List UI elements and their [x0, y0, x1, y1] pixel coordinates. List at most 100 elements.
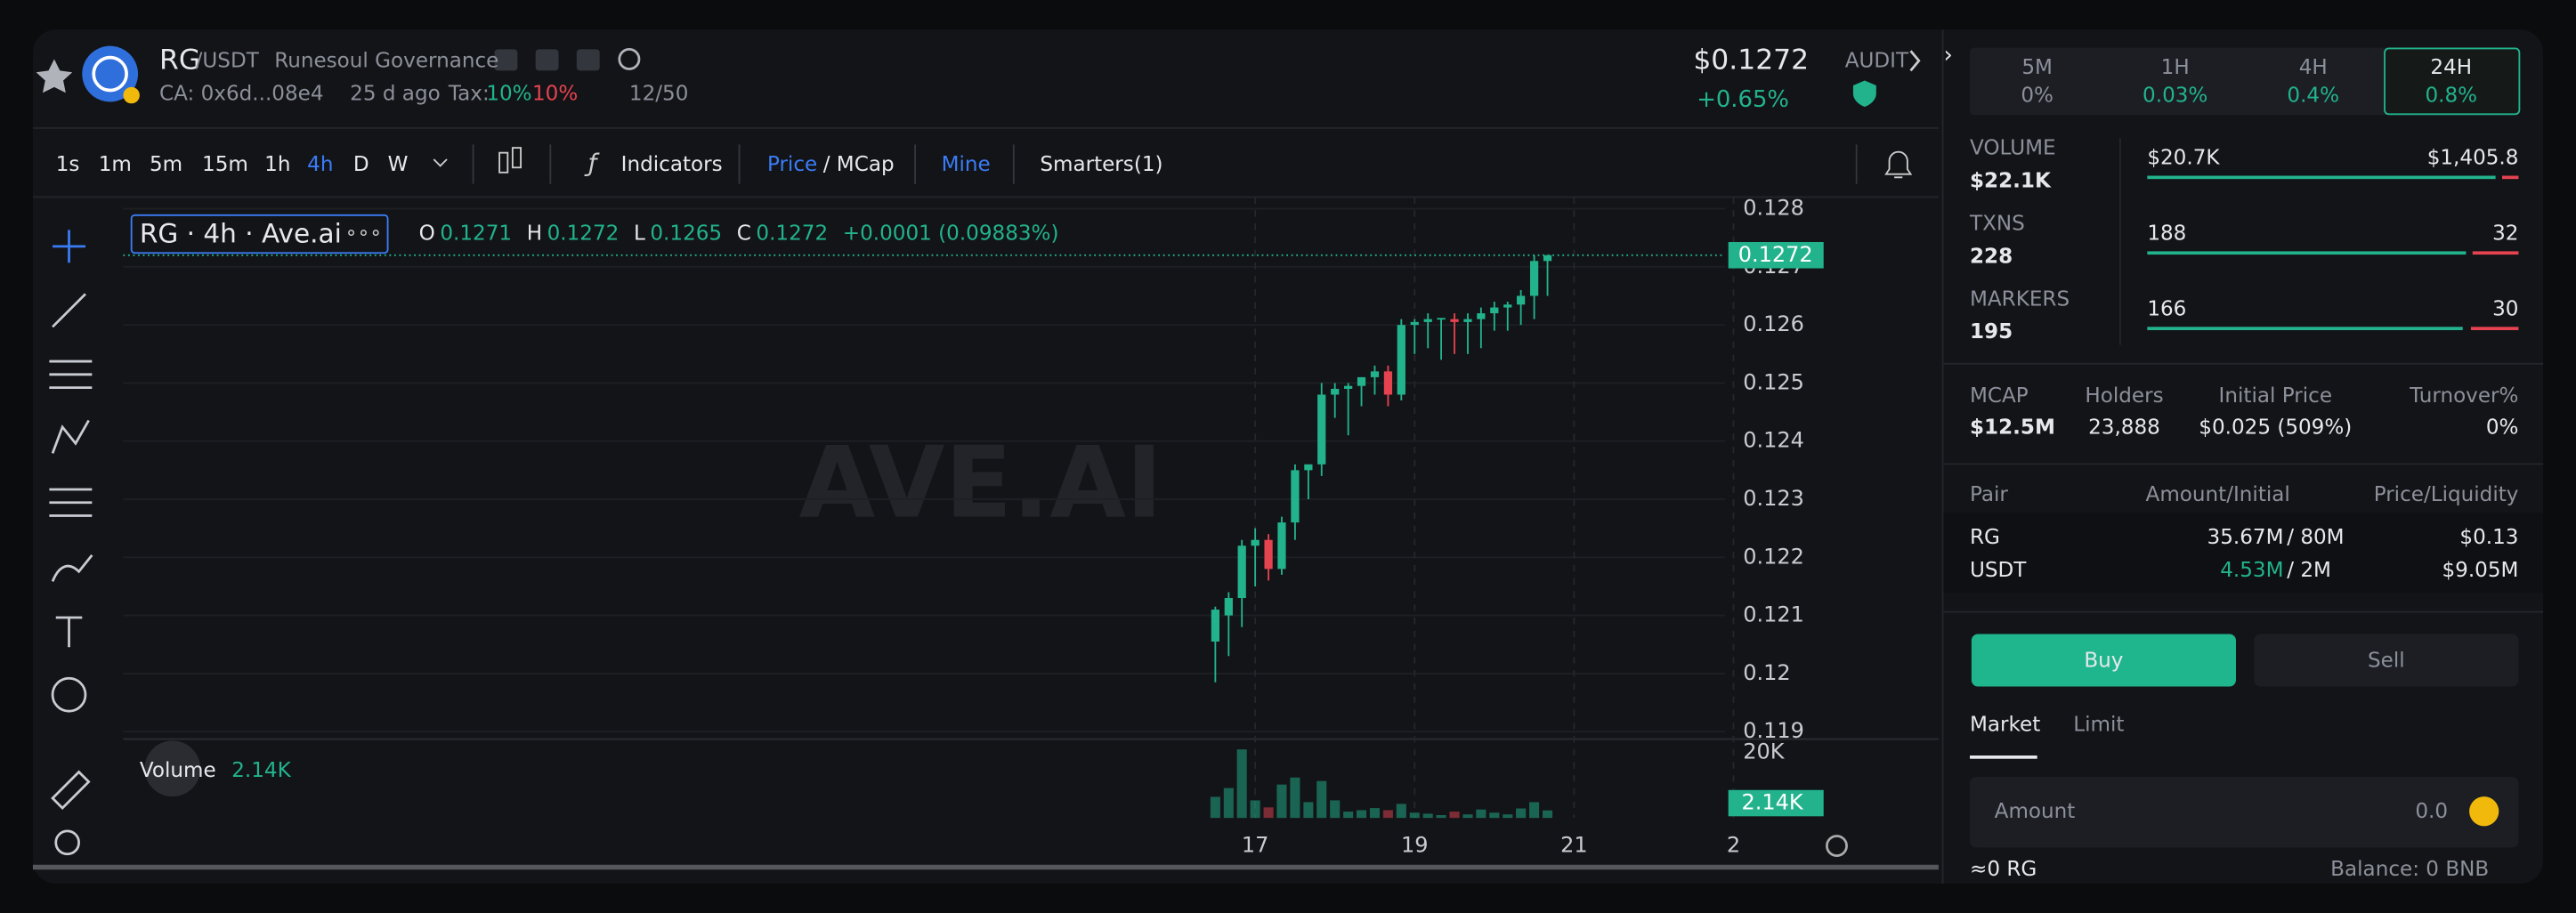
interval[interactable]: W: [387, 150, 409, 176]
ohlc-letter: L: [633, 220, 645, 246]
y-tick-label: 0.123: [1743, 486, 1804, 511]
zoom-tool[interactable]: [54, 829, 80, 856]
fib-tool[interactable]: [49, 488, 93, 517]
settings-icon[interactable]: [1826, 835, 1848, 857]
candle-body: [1463, 319, 1472, 322]
candle-body: [1383, 371, 1393, 395]
amount-input[interactable]: [1969, 777, 2519, 848]
mcap-toggle[interactable]: / MCap: [822, 150, 895, 176]
volume-bar: [1436, 814, 1446, 819]
info-value: 0%: [2485, 414, 2519, 439]
amount-value: 0.0: [2415, 798, 2449, 823]
legend-box[interactable]: [130, 214, 389, 255]
info-label: Initial Price: [2218, 383, 2333, 408]
sell-bar: [2472, 251, 2519, 255]
pair-amount: 4.53M: [2220, 556, 2284, 582]
interval[interactable]: 1m: [98, 150, 132, 176]
favorite-star[interactable]: [36, 59, 73, 93]
volume-bar: [1422, 813, 1433, 819]
candle-icon[interactable]: [511, 147, 522, 169]
indicators[interactable]: Indicators: [620, 150, 723, 176]
candle-icon[interactable]: [498, 151, 509, 174]
stat-total: 228: [1969, 243, 2013, 268]
collapse[interactable]: ›: [1943, 42, 1953, 69]
chevron[interactable]: [1909, 50, 1921, 72]
collapse-button[interactable]: [144, 740, 201, 797]
candle-body: [1543, 255, 1552, 262]
emoji-tool[interactable]: [51, 676, 87, 713]
chevron[interactable]: [433, 158, 448, 167]
candle-body: [1224, 598, 1233, 616]
interval[interactable]: 5m: [149, 150, 183, 176]
volume-bar: [1489, 812, 1500, 819]
stat-buy: $20.7K: [2147, 144, 2220, 170]
more-icon[interactable]: ∘∘∘: [345, 222, 383, 245]
stat-label: VOLUME: [1969, 134, 2056, 160]
pair-initial: / 80M: [2287, 523, 2345, 549]
mine[interactable]: Mine: [941, 150, 991, 176]
period[interactable]: 4H: [2298, 53, 2328, 79]
pattern-tool[interactable]: [51, 419, 90, 454]
candle-body: [1423, 319, 1432, 322]
interval[interactable]: 15m: [202, 150, 248, 176]
audit[interactable]: AUDIT: [1844, 47, 1909, 73]
divider: [1943, 362, 2544, 365]
candle-body: [1291, 470, 1300, 523]
tab-active[interactable]: Market: [1969, 711, 2041, 736]
chart: AVE.AI ƒ RG · 4h · Ave.ai ∘∘∘ 0.119 0.12 0…: [32, 45, 1939, 870]
divider: [1943, 463, 2544, 465]
search-icon[interactable]: [618, 47, 641, 70]
icon[interactable]: [535, 49, 559, 71]
pair-amount: 35.67M: [2207, 523, 2284, 549]
interval[interactable]: D: [352, 150, 369, 176]
bell-icon[interactable]: [1884, 150, 1913, 179]
tab[interactable]: Limit: [2073, 711, 2125, 736]
period[interactable]: 1H: [2160, 53, 2190, 79]
stat-total: 195: [1969, 319, 2013, 343]
tab-underline: [1969, 755, 2037, 759]
x-tick-label: 17: [1242, 833, 1269, 858]
divider: [1941, 29, 1944, 884]
interval[interactable]: 1h: [264, 150, 291, 176]
price-tag-label: 0.1272: [1738, 242, 1813, 267]
interval[interactable]: 1s: [55, 150, 80, 176]
volume-bar: [1263, 807, 1274, 819]
rank[interactable]: 12/50: [628, 80, 689, 106]
icon[interactable]: [494, 49, 518, 71]
channel-tool[interactable]: [49, 360, 93, 389]
bnb-icon: [2469, 796, 2499, 827]
legend-title: RG · 4h · Ave.ai: [140, 218, 342, 248]
volume-bar: [1382, 810, 1393, 819]
line-tool[interactable]: [52, 293, 86, 328]
volume-bar: [1210, 796, 1220, 819]
y-tick-label: 0.122: [1743, 544, 1804, 569]
pair-token: RG: [1969, 523, 2000, 549]
ohlc-value: 0.1265: [650, 220, 723, 246]
contract[interactable]: CA: 0x6d...08e4: [159, 80, 324, 106]
interval-active[interactable]: 4h: [307, 150, 334, 176]
period[interactable]: 5M: [2021, 53, 2053, 79]
divider: [2118, 138, 2121, 345]
volume-bar: [1409, 812, 1420, 819]
pair-table: [1943, 512, 2544, 594]
sell-button[interactable]: [2254, 634, 2519, 687]
price-toggle[interactable]: Price: [766, 150, 818, 176]
buy-button[interactable]: [1971, 634, 2236, 687]
crosshair-tool[interactable]: [53, 230, 85, 263]
smarters[interactable]: Smarters(1): [1040, 150, 1163, 176]
candle-body: [1344, 385, 1353, 389]
ruler-tool[interactable]: [51, 770, 91, 811]
ohlc-legend: O 0.1271 H 0.1272 L 0.1265 C 0.1272 +0.0001 …: [419, 220, 1059, 246]
fx-icon[interactable]: ƒ: [584, 149, 600, 178]
stat-buy: 188: [2147, 220, 2187, 246]
pair-quote: /USDT: [195, 47, 259, 73]
text-tool[interactable]: [55, 616, 83, 648]
icon[interactable]: [576, 49, 600, 71]
period[interactable]: 24H: [2430, 53, 2473, 79]
period-active[interactable]: [2384, 47, 2521, 116]
brush-tool[interactable]: [51, 553, 93, 582]
info-value: 23,888: [2088, 414, 2160, 439]
volume-bar: [1316, 780, 1327, 819]
y-tick-label: 0.125: [1743, 369, 1804, 394]
